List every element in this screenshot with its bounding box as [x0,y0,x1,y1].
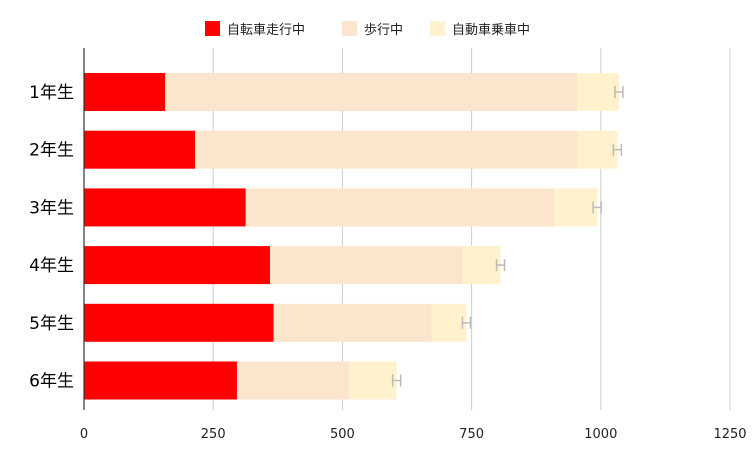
error-bar-2 [612,143,623,156]
error-bars [391,86,624,387]
legend-label-1: 自転車走行中 [227,23,305,38]
bar-2-series-3 [577,130,618,169]
legend-item-3[interactable]: 自動車乗車中 [430,21,530,38]
bar-4-series-3 [462,246,501,285]
bar-3-series-2 [245,188,555,227]
legend: 自転車走行中 歩行中 自動車乗車中 [205,21,530,38]
legend-swatch-3 [430,21,445,36]
category-label-5: 5年生 [29,314,74,334]
x-tick-label-750: 750 [459,427,484,442]
x-tick-labels: 0 250 500 750 1000 1250 [80,427,747,442]
x-tick-label-1250: 1250 [713,427,746,442]
category-label-1: 1年生 [29,83,74,103]
error-bar-3 [592,201,602,214]
x-tick-label-500: 500 [330,427,355,442]
bar-3-series-1 [84,188,246,227]
error-bar-4 [495,259,506,272]
legend-swatch-1 [205,21,220,36]
bar-3-series-3 [554,188,598,227]
bar-4-series-2 [270,246,463,285]
error-bar-5 [461,316,472,329]
bar-4-series-1 [84,246,271,285]
category-label-3: 3年生 [29,198,74,218]
legend-item-2[interactable]: 歩行中 [342,21,403,38]
bar-6-series-1 [84,361,237,400]
legend-item-1[interactable]: 自転車走行中 [205,21,305,38]
bar-6-series-3 [349,361,397,400]
bars [84,73,619,400]
x-tick-label-1000: 1000 [584,427,617,442]
bar-5-series-2 [273,303,432,342]
error-bar-6 [391,374,402,387]
category-label-6: 6年生 [29,372,74,392]
category-label-2: 2年生 [29,141,74,161]
bar-5-series-1 [84,303,274,342]
bar-2-series-2 [195,130,578,169]
x-tick-label-250: 250 [201,427,226,442]
legend-label-2: 歩行中 [364,23,403,38]
bar-1-series-2 [165,73,578,111]
error-bar-1 [614,86,624,98]
legend-swatch-2 [342,21,357,36]
category-label-4: 4年生 [29,256,74,276]
bar-6-series-2 [236,361,350,400]
bar-5-series-3 [431,303,467,342]
x-tick-label-0: 0 [80,427,88,442]
bar-1-series-1 [84,73,166,111]
bar-1-series-3 [577,73,619,111]
category-labels: 1年生 2年生 3年生 4年生 5年生 6年生 [29,83,74,392]
bar-2-series-1 [84,130,196,169]
legend-label-3: 自動車乗車中 [452,23,530,38]
